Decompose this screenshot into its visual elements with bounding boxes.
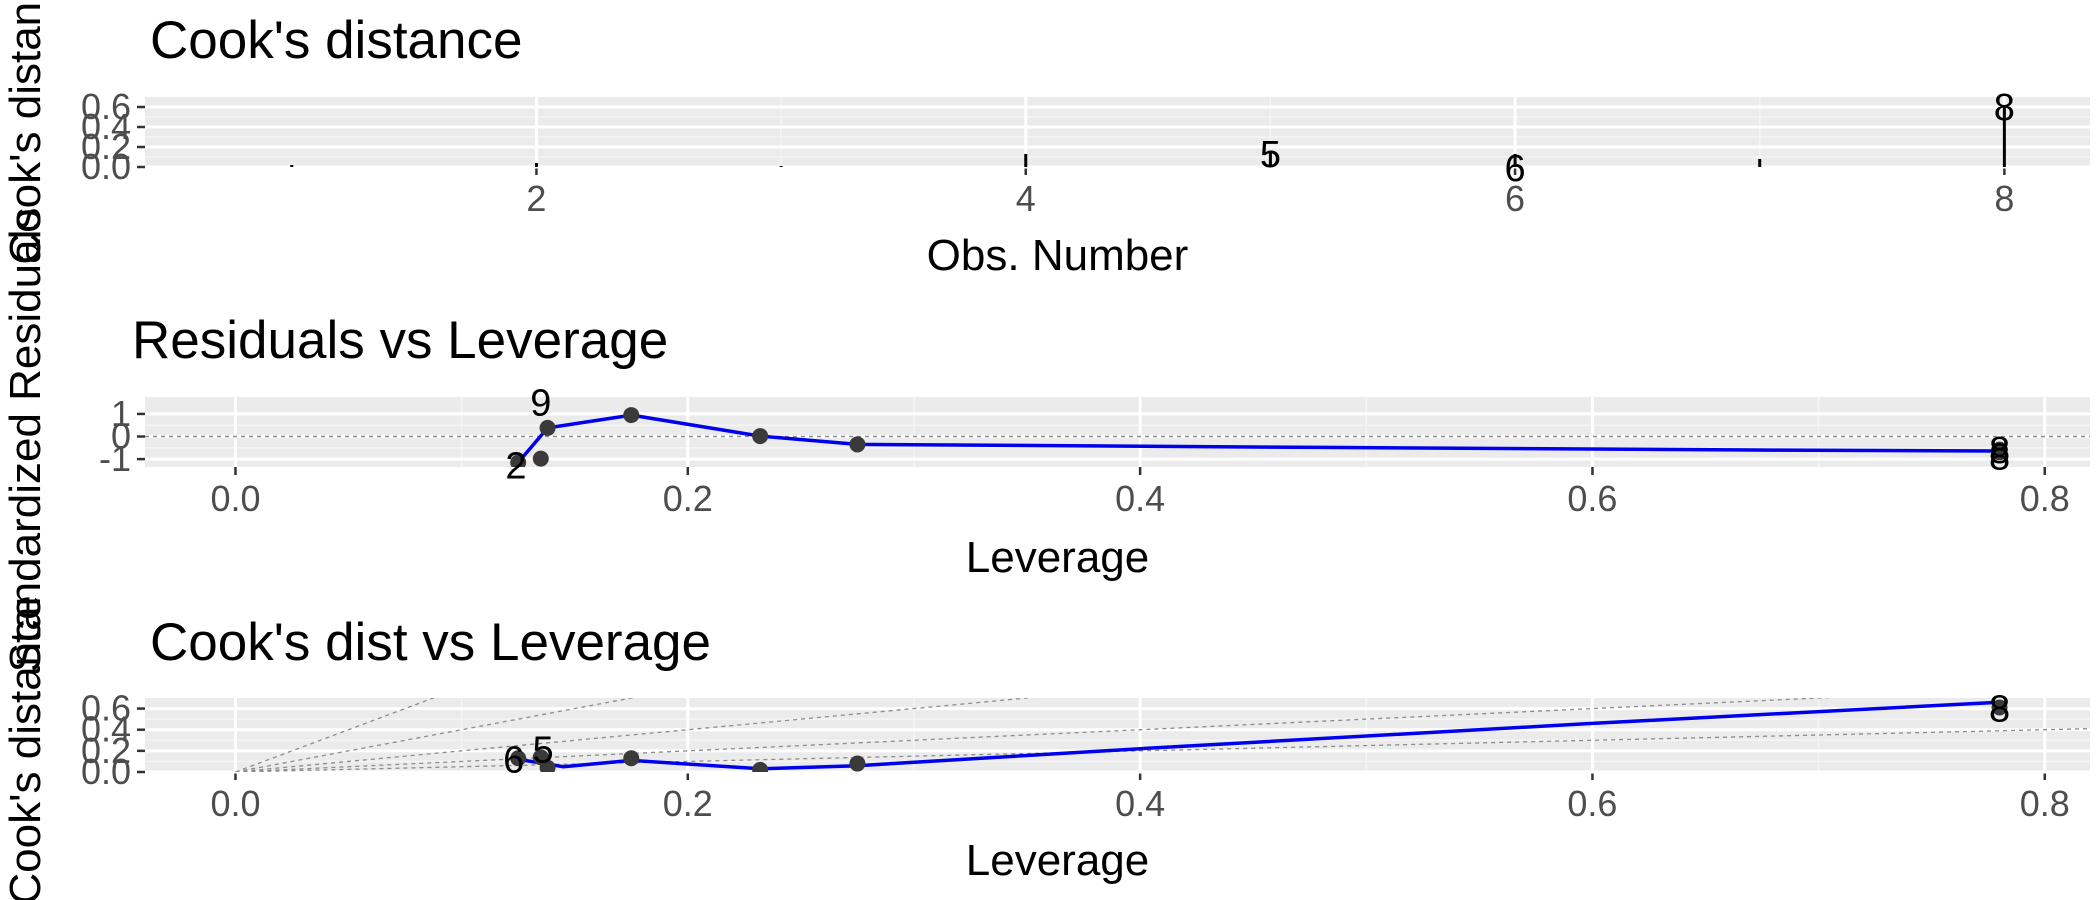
panel-1: 2 4 6 8 0.00.20.40.6 5 6 8 Cook's distance Obs. N…	[1, 0, 2090, 280]
x-tick-label: 4	[1016, 178, 1036, 219]
x-tick-label: 0.6	[1567, 478, 1617, 519]
point-label: 8	[1989, 430, 2010, 472]
y-tick-label: -1	[99, 438, 131, 479]
x-axis-label: Leverage	[966, 533, 1149, 582]
panel-marks	[290, 106, 2006, 167]
point-label: 6	[503, 739, 524, 781]
x-tick-label: 0.6	[1567, 783, 1617, 824]
smoother-line	[516, 413, 2000, 464]
x-tick-label: 0.4	[1115, 783, 1165, 824]
y-axis-label: Standardized Residuals	[1, 208, 50, 673]
panel-title: Cook's distance	[150, 11, 522, 70]
y-tick-label: 0.6	[81, 86, 131, 127]
y-axis-label: Cook's distance	[1, 595, 50, 900]
y-tick-label: 1	[111, 393, 131, 434]
point-label: 5	[532, 730, 553, 772]
y-tick-label: 0.0	[81, 751, 131, 792]
y-tick-label: 0.4	[81, 106, 131, 147]
panel-2: 0.0 0.2 0.4 0.6 0.8 -101 92 88 Residuals vs Leve…	[1, 208, 2090, 673]
point-label: 8	[1989, 437, 2010, 479]
data-point	[510, 750, 527, 767]
panel-background	[145, 97, 2090, 167]
cooks-contour-line	[235, 698, 635, 772]
panel-background	[145, 698, 2090, 772]
data-point	[1991, 444, 2008, 461]
data-point	[539, 759, 556, 772]
data-point	[532, 450, 549, 467]
point-label: 2	[505, 446, 526, 488]
data-point	[849, 755, 866, 772]
x-tick-label: 0.8	[2020, 478, 2070, 519]
smoother-line	[517, 700, 2000, 771]
data-point	[539, 419, 556, 436]
x-tick-label: 0.2	[663, 783, 713, 824]
cooks-contour-line	[235, 698, 1833, 772]
point-label: 8	[1994, 87, 2015, 129]
y-tick-label: 0.2	[81, 126, 131, 167]
panel-title: Residuals vs Leverage	[132, 311, 668, 370]
y-tick-label: 0	[111, 416, 131, 457]
point-label: 9	[530, 383, 551, 425]
data-point	[752, 761, 769, 772]
panel-marks	[235, 698, 2090, 772]
y-tick-label: 0.4	[81, 709, 131, 750]
y-tick-label: 0.0	[81, 146, 131, 187]
point-label: 8	[1989, 689, 2010, 731]
x-tick-label: 0.2	[663, 478, 713, 519]
data-point	[510, 454, 527, 467]
x-tick-label: 6	[1505, 178, 1525, 219]
panel-background	[145, 397, 2090, 467]
data-point	[623, 407, 640, 424]
y-axis-label: Cook's distance	[1, 0, 50, 265]
panel-title: Cook's dist vs Leverage	[150, 613, 711, 672]
x-tick-label: 2	[526, 178, 546, 219]
x-tick-label: 0.4	[1115, 478, 1165, 519]
x-tick-label: 8	[1994, 178, 2014, 219]
point-label: 6	[1504, 148, 1525, 190]
data-point	[623, 750, 640, 767]
point-label: 5	[1260, 134, 1281, 176]
data-point	[849, 436, 866, 453]
x-axis-label: Obs. Number	[927, 231, 1189, 280]
x-tick-label: 0.0	[210, 478, 260, 519]
data-point	[752, 428, 769, 445]
panel-marks	[145, 407, 2090, 467]
y-tick-label: 0.6	[81, 688, 131, 729]
x-axis-label: Leverage	[966, 836, 1149, 885]
cooks-contour-line	[235, 728, 2090, 772]
x-tick-label: 0.0	[210, 783, 260, 824]
x-tick-label: 0.8	[2020, 783, 2070, 824]
y-tick-label: 0.2	[81, 730, 131, 771]
data-point	[1991, 699, 2008, 716]
